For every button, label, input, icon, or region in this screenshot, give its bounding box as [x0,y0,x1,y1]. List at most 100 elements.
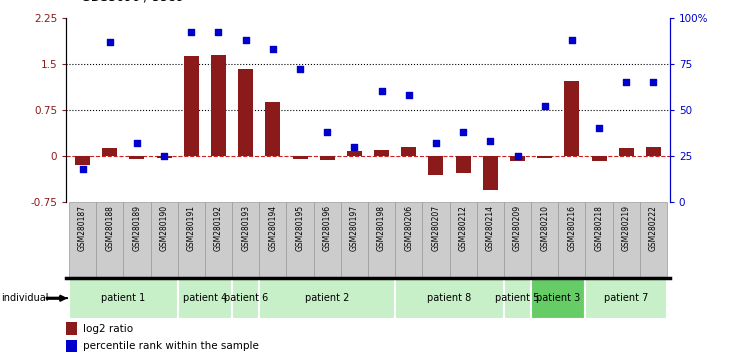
Bar [401,147,417,156]
Bar [66,322,77,335]
Bar [96,202,124,278]
Text: GSM280198: GSM280198 [377,205,386,251]
Text: patient 8: patient 8 [428,293,472,303]
Text: GSM280210: GSM280210 [540,205,549,251]
Point [322,129,333,135]
Bar [205,202,232,278]
Point [267,46,279,52]
Bar [157,156,171,158]
Bar [483,156,498,189]
Text: GSM280214: GSM280214 [486,205,495,251]
Text: GDS3696 / 5589: GDS3696 / 5589 [81,0,184,4]
Bar [531,278,585,319]
Bar [510,156,525,161]
Bar [319,156,335,160]
Point [484,138,496,144]
Point [77,166,88,171]
Text: patient 6: patient 6 [224,293,268,303]
Text: GSM280189: GSM280189 [132,205,141,251]
Bar [177,278,232,319]
Bar [619,148,634,156]
Point [185,30,197,35]
Point [648,79,659,85]
Point [620,79,632,85]
Text: GSM280194: GSM280194 [269,205,277,251]
Text: GSM280193: GSM280193 [241,205,250,251]
Point [158,153,170,159]
Bar [151,202,177,278]
Bar [504,202,531,278]
Bar [232,202,259,278]
Text: GSM280188: GSM280188 [105,205,114,251]
Point [294,67,306,72]
Text: patient 3: patient 3 [536,293,581,303]
Bar [428,156,443,175]
Bar [124,202,151,278]
Bar [559,202,585,278]
Bar [238,69,253,156]
Bar [537,156,552,158]
Bar [395,278,504,319]
Point [375,88,387,94]
Bar [341,202,368,278]
Bar [69,202,96,278]
Bar [646,147,661,156]
Bar [368,202,395,278]
Bar [130,156,144,159]
Bar [69,278,177,319]
Point [403,92,414,98]
Bar [184,56,199,156]
Text: individual: individual [1,293,49,303]
Text: GSM280195: GSM280195 [296,205,305,251]
Text: patient 4: patient 4 [183,293,227,303]
Text: patient 1: patient 1 [102,293,146,303]
Bar [232,278,259,319]
Bar [286,202,314,278]
Bar [422,202,450,278]
Text: GSM280222: GSM280222 [649,205,658,251]
Bar [612,202,640,278]
Bar [531,202,559,278]
Point [104,39,116,45]
Point [430,140,442,146]
Text: percentile rank within the sample: percentile rank within the sample [83,341,259,351]
Bar [456,156,470,173]
Text: patient 2: patient 2 [305,293,350,303]
Point [240,37,252,42]
Bar [211,55,226,156]
Point [566,37,578,42]
Bar [177,202,205,278]
Bar [66,340,77,352]
Text: GSM280216: GSM280216 [567,205,576,251]
Bar [374,150,389,156]
Bar [395,202,422,278]
Point [457,129,469,135]
Bar [75,156,90,165]
Text: GSM280206: GSM280206 [404,205,414,251]
Text: GSM280209: GSM280209 [513,205,522,251]
Text: GSM280197: GSM280197 [350,205,359,251]
Point [539,103,551,109]
Text: GSM280219: GSM280219 [622,205,631,251]
Text: GSM280207: GSM280207 [431,205,440,251]
Bar [266,102,280,156]
Point [213,30,224,35]
Bar [477,202,504,278]
Bar [259,202,286,278]
Text: log2 ratio: log2 ratio [83,324,133,333]
Text: GSM280218: GSM280218 [595,205,604,251]
Bar [450,202,477,278]
Bar [504,278,531,319]
Bar [585,202,612,278]
Bar [259,278,395,319]
Text: GSM280212: GSM280212 [459,205,467,251]
Text: GSM280187: GSM280187 [78,205,87,251]
Point [512,153,523,159]
Point [593,125,605,131]
Text: GSM280191: GSM280191 [187,205,196,251]
Bar [585,278,667,319]
Bar [102,148,117,156]
Text: GSM280196: GSM280196 [322,205,332,251]
Bar [592,156,606,161]
Bar [292,156,308,159]
